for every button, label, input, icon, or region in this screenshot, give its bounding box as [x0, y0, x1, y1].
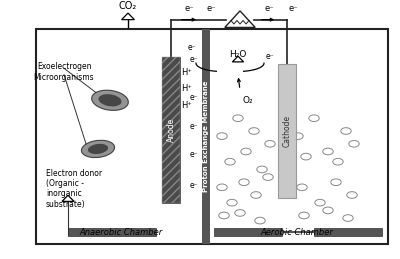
Bar: [202, 28, 210, 244]
Ellipse shape: [88, 144, 108, 154]
Bar: [162, 57, 180, 203]
Text: e⁻: e⁻: [190, 93, 199, 102]
Text: O₂: O₂: [243, 96, 253, 105]
Ellipse shape: [98, 94, 122, 106]
Bar: [214, 227, 282, 236]
Text: Aerobic Chamber: Aerobic Chamber: [260, 228, 334, 237]
Text: Electron donor
(Organic -
inorganic
substrate): Electron donor (Organic - inorganic subs…: [46, 169, 102, 209]
Text: H₂O: H₂O: [229, 50, 247, 59]
Text: e⁻: e⁻: [266, 52, 274, 61]
Text: e⁻: e⁻: [289, 4, 299, 13]
Text: e⁻: e⁻: [190, 150, 199, 159]
Text: Anode: Anode: [166, 118, 176, 142]
Bar: [68, 227, 156, 236]
Text: e⁻: e⁻: [184, 4, 194, 13]
Text: Proton Exchange Membrane: Proton Exchange Membrane: [203, 80, 209, 192]
Text: Cathode: Cathode: [282, 115, 292, 147]
Text: Exoelectrogen
Microorganisms: Exoelectrogen Microorganisms: [34, 62, 94, 82]
Text: e⁻: e⁻: [190, 122, 199, 131]
Bar: [278, 64, 296, 198]
Text: e⁻: e⁻: [206, 4, 216, 13]
Text: H⁺: H⁺: [181, 101, 192, 110]
Text: e⁻: e⁻: [190, 55, 199, 64]
Text: CO₂: CO₂: [119, 1, 137, 11]
Text: Anaerobic Chamber: Anaerobic Chamber: [79, 228, 163, 237]
Bar: [314, 227, 382, 236]
Text: e⁻: e⁻: [190, 181, 199, 190]
Text: H⁺: H⁺: [181, 68, 192, 77]
Bar: [36, 28, 388, 244]
Text: H⁺: H⁺: [181, 84, 192, 93]
Bar: [162, 57, 180, 203]
Text: e⁻: e⁻: [188, 43, 197, 52]
Ellipse shape: [92, 90, 128, 110]
Ellipse shape: [82, 140, 114, 157]
Text: e⁻: e⁻: [264, 4, 274, 13]
